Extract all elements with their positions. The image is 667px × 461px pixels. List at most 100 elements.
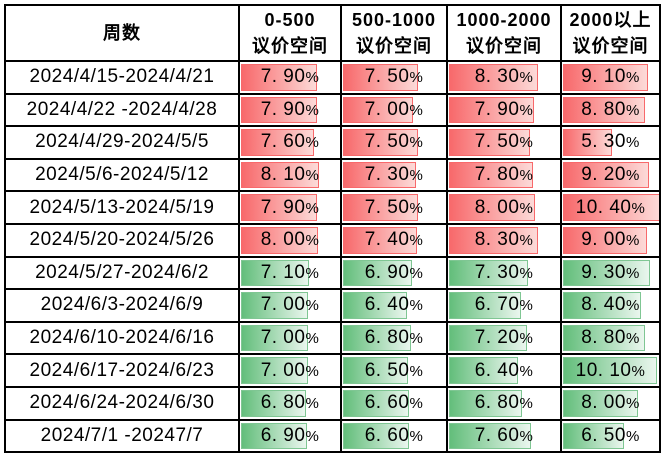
value-cell[interactable]: 8. 80% [560, 320, 661, 356]
cell-value: 5. 30% [581, 131, 640, 153]
week-cell[interactable]: 2024/4/22 -2024/4/28 [4, 92, 240, 128]
value-cell[interactable]: 7. 10% [238, 255, 342, 291]
value-cell[interactable]: 8. 80% [560, 92, 661, 128]
data-bar [563, 422, 624, 450]
percent-sign: % [631, 362, 646, 380]
value-cell[interactable]: 8. 30% [446, 60, 562, 95]
header-week[interactable]: 周数 [4, 4, 240, 62]
value-cell[interactable]: 6. 60% [340, 418, 448, 454]
value-cell[interactable]: 7. 30% [340, 157, 448, 193]
value-cell[interactable]: 6. 90% [238, 418, 342, 454]
data-bar [343, 129, 418, 156]
header-col-1000-2000[interactable]: 1000-2000 议价空间 [446, 4, 562, 62]
value-cell[interactable]: 7. 80% [446, 157, 562, 193]
value-cell[interactable]: 6. 80% [446, 385, 562, 421]
value-cell[interactable]: 7. 60% [446, 418, 562, 454]
value-cell[interactable]: 8. 10% [238, 157, 342, 193]
value-cell[interactable]: 7. 00% [340, 92, 448, 128]
value-cell[interactable]: 8. 00% [238, 222, 342, 258]
data-bar [563, 161, 649, 189]
cell-value: 7. 90% [260, 66, 320, 88]
cell-value: 7. 60% [260, 131, 320, 153]
value-cell[interactable]: 7. 90% [446, 92, 562, 128]
cell-value: 8. 00% [474, 196, 534, 218]
header-col-500-1000[interactable]: 500-1000 议价空间 [340, 4, 448, 62]
week-cell[interactable]: 2024/5/27-2024/6/2 [4, 255, 240, 291]
value-cell[interactable]: 7. 90% [238, 92, 342, 128]
value-cell[interactable]: 8. 00% [560, 385, 661, 421]
value-cell[interactable]: 6. 40% [340, 288, 448, 323]
data-bar [241, 259, 310, 287]
table-row: 2024/6/10-2024/6/16 7. 00% 6. 80% 7. 20%… [4, 320, 661, 356]
value-cell[interactable]: 10. 40% [560, 190, 661, 225]
percent-sign: % [305, 427, 320, 445]
week-cell[interactable]: 2024/4/29-2024/5/5 [4, 125, 240, 160]
cell-value: 8. 80% [581, 327, 640, 349]
table-row: 2024/7/1 -20247/7 6. 90% 6. 60% 7. 60% 6… [4, 418, 661, 454]
value-cell[interactable]: 10. 10% [560, 353, 661, 388]
value-cell[interactable]: 6. 80% [340, 320, 448, 356]
value-cell[interactable]: 6. 50% [560, 418, 661, 454]
value-cell[interactable]: 6. 60% [340, 385, 448, 421]
percent-sign: % [305, 362, 320, 380]
value-cell[interactable]: 7. 00% [238, 353, 342, 388]
value-cell[interactable]: 8. 40% [560, 288, 661, 323]
cell-value: 7. 50% [474, 131, 534, 153]
value-cell[interactable]: 6. 50% [340, 353, 448, 388]
week-cell[interactable]: 2024/5/20-2024/5/26 [4, 222, 240, 258]
cell-value: 7. 90% [260, 98, 320, 120]
percent-sign: % [519, 264, 534, 282]
value-cell[interactable]: 7. 90% [238, 190, 342, 225]
cell-value: 9. 20% [581, 164, 640, 186]
value-cell[interactable]: 6. 80% [238, 385, 342, 421]
value-cell[interactable]: 5. 30% [560, 125, 661, 160]
percent-sign: % [519, 297, 534, 315]
data-bar [241, 129, 315, 156]
value-cell[interactable]: 9. 00% [560, 222, 661, 258]
cell-value: 9. 30% [581, 261, 640, 283]
value-cell[interactable]: 7. 50% [340, 125, 448, 160]
value-cell[interactable]: 6. 70% [446, 288, 562, 323]
cell-value: 6. 40% [474, 359, 534, 381]
value-cell[interactable]: 7. 50% [446, 125, 562, 160]
value-cell[interactable]: 7. 90% [238, 60, 342, 95]
cell-value: 9. 00% [581, 229, 640, 251]
cell-value: 6. 80% [260, 392, 320, 414]
header-col-0-500[interactable]: 0-500 议价空间 [238, 4, 342, 62]
week-cell[interactable]: 2024/7/1 -20247/7 [4, 418, 240, 454]
percent-sign: % [625, 69, 640, 87]
value-cell[interactable]: 6. 90% [340, 255, 448, 291]
week-cell[interactable]: 2024/6/24-2024/6/30 [4, 385, 240, 421]
value-cell[interactable]: 7. 40% [340, 222, 448, 258]
week-cell[interactable]: 2024/6/3-2024/6/9 [4, 288, 240, 323]
header-sub-label: 议价空间 [252, 36, 328, 56]
value-cell[interactable]: 6. 40% [446, 353, 562, 388]
data-bar [241, 161, 319, 189]
value-cell[interactable]: 8. 30% [446, 222, 562, 258]
value-cell[interactable]: 7. 00% [238, 288, 342, 323]
value-cell[interactable]: 7. 60% [238, 125, 342, 160]
data-bar [241, 194, 317, 221]
percent-sign: % [305, 134, 320, 152]
value-cell[interactable]: 7. 00% [238, 320, 342, 356]
value-cell[interactable]: 7. 50% [340, 190, 448, 225]
cell-value: 8. 30% [474, 229, 534, 251]
value-cell[interactable]: 9. 20% [560, 157, 661, 193]
data-bar [343, 389, 410, 417]
week-cell[interactable]: 2024/5/6-2024/5/12 [4, 157, 240, 193]
value-cell[interactable]: 7. 50% [340, 60, 448, 95]
week-cell[interactable]: 2024/6/10-2024/6/16 [4, 320, 240, 356]
value-cell[interactable]: 9. 30% [560, 255, 661, 291]
value-cell[interactable]: 7. 30% [446, 255, 562, 291]
percent-sign: % [305, 167, 320, 185]
percent-sign: % [305, 395, 320, 413]
week-cell[interactable]: 2024/5/13-2024/5/19 [4, 190, 240, 225]
value-cell[interactable]: 8. 00% [446, 190, 562, 225]
week-cell[interactable]: 2024/4/15-2024/4/21 [4, 60, 240, 95]
percent-sign: % [409, 330, 424, 348]
header-col-2000plus[interactable]: 2000以上 议价空间 [560, 4, 661, 62]
week-cell[interactable]: 2024/6/17-2024/6/23 [4, 353, 240, 388]
table-row: 2024/4/29-2024/5/5 7. 60% 7. 50% 7. 50% … [4, 125, 661, 160]
value-cell[interactable]: 9. 10% [560, 60, 661, 95]
value-cell[interactable]: 7. 20% [446, 320, 562, 356]
